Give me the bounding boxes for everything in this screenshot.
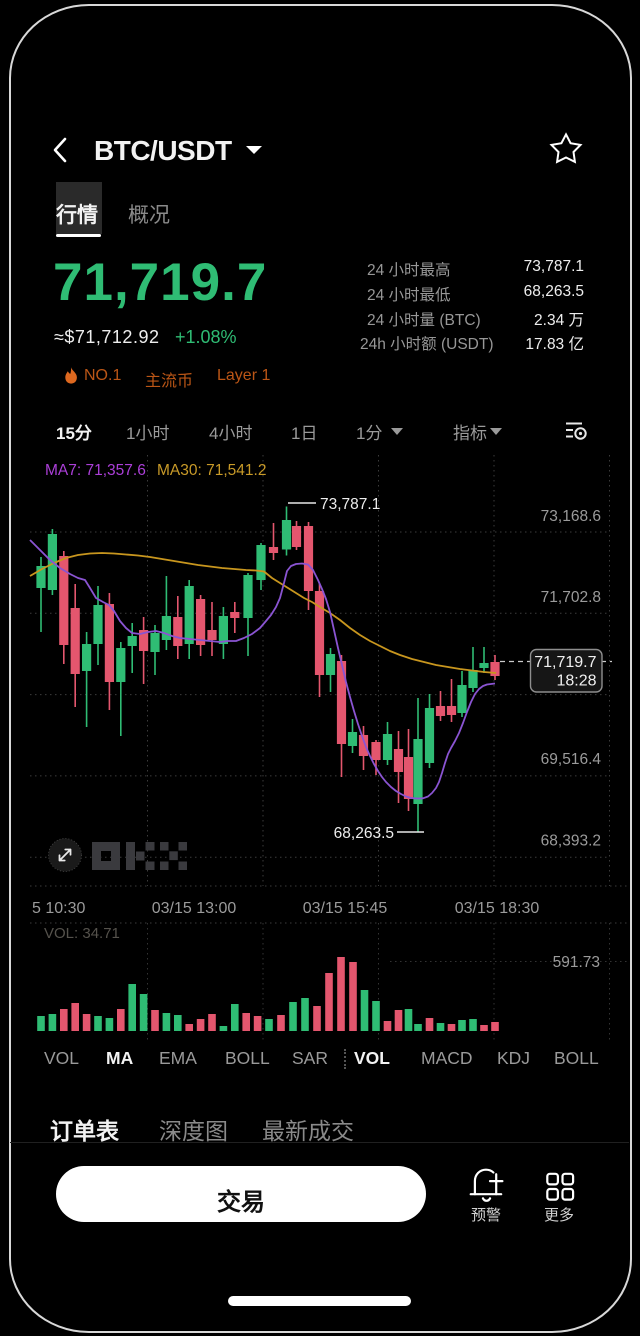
- svg-text:71,702.8: 71,702.8: [541, 589, 601, 606]
- svg-text:MA7: 71,357.6: MA7: 71,357.6: [45, 462, 146, 479]
- svg-text:03/15 18:30: 03/15 18:30: [455, 900, 540, 917]
- svg-text:591.73: 591.73: [553, 954, 600, 971]
- svg-text:68,393.2: 68,393.2: [541, 833, 601, 850]
- svg-text:5 10:30: 5 10:30: [32, 900, 85, 917]
- svg-text:71,719.7: 71,719.7: [534, 654, 596, 671]
- svg-text:03/15 15:45: 03/15 15:45: [303, 900, 388, 917]
- svg-text:03/15 13:00: 03/15 13:00: [152, 900, 237, 917]
- svg-text:18:28: 18:28: [556, 673, 596, 690]
- svg-text:73,168.6: 73,168.6: [541, 508, 601, 525]
- svg-text:MA30: 71,541.2: MA30: 71,541.2: [157, 462, 266, 479]
- svg-text:68,263.5: 68,263.5: [334, 825, 394, 842]
- svg-text:69,516.4: 69,516.4: [541, 751, 602, 768]
- svg-text:73,787.1: 73,787.1: [320, 496, 380, 513]
- svg-text:VOL: 34.71: VOL: 34.71: [44, 925, 120, 942]
